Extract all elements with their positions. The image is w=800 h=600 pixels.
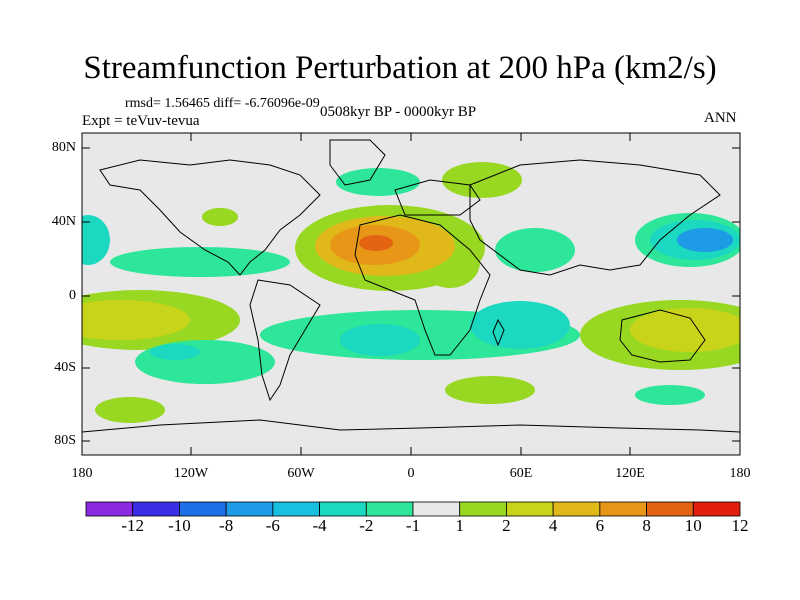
colorbar-label: -12 bbox=[121, 516, 145, 535]
contour-region bbox=[470, 301, 570, 349]
colorbar-swatch bbox=[552, 501, 601, 517]
contour-region bbox=[630, 308, 740, 352]
colorbar-swatch bbox=[179, 501, 227, 517]
experiment-text: Expt = teVuv-tevua bbox=[82, 113, 200, 129]
contour-region bbox=[110, 247, 290, 277]
contour-region bbox=[635, 385, 705, 405]
colorbar-swatch bbox=[319, 501, 367, 517]
contour-region bbox=[495, 228, 575, 272]
lat-tick-marks bbox=[82, 147, 740, 442]
colorbar-swatch bbox=[506, 501, 554, 517]
contour-region bbox=[82, 300, 190, 340]
colorbar-swatch bbox=[692, 501, 741, 517]
colorbar-label: 1 bbox=[455, 516, 464, 535]
colorbar-swatch bbox=[225, 501, 274, 517]
lon-label-120w: 120W bbox=[173, 466, 209, 481]
lon-label-180e: 180 bbox=[729, 466, 751, 481]
colorbar-swatch bbox=[365, 501, 414, 517]
colorbar-label: 12 bbox=[731, 516, 749, 535]
contour-region bbox=[202, 208, 238, 226]
contour-region bbox=[340, 324, 420, 356]
lon-tick-marks bbox=[81, 133, 741, 455]
colorbar-label: -6 bbox=[265, 516, 280, 535]
colorbar-label: -4 bbox=[312, 516, 327, 535]
colorbar-label: 4 bbox=[548, 516, 558, 535]
colorbar-swatch bbox=[272, 501, 320, 517]
lon-label-120e: 120E bbox=[615, 466, 645, 481]
contour-region bbox=[677, 228, 733, 252]
colorbar-label: -8 bbox=[219, 516, 234, 535]
contour-region bbox=[150, 344, 200, 360]
colorbar bbox=[85, 501, 741, 517]
contour-region bbox=[95, 397, 165, 423]
colorbar-label: -1 bbox=[405, 516, 421, 535]
season-text: ANN bbox=[704, 110, 737, 126]
colorbar-swatch bbox=[459, 501, 507, 517]
colorbar-label: -10 bbox=[168, 516, 191, 535]
period-text: 0508kyr BP - 0000kyr BP bbox=[320, 104, 477, 120]
lat-label-80s: 80S bbox=[54, 433, 76, 448]
lon-label-60w: 60W bbox=[287, 466, 315, 481]
lat-label-80n: 80N bbox=[51, 140, 76, 155]
contour-region bbox=[82, 215, 110, 265]
contour-fill-layer bbox=[82, 139, 740, 433]
colorbar-swatch bbox=[412, 501, 461, 517]
stats-text: rmsd= 1.56465 diff= -6.76096e-09 bbox=[125, 96, 320, 111]
coastlines bbox=[82, 139, 740, 433]
colorbar-label: 2 bbox=[502, 516, 511, 535]
colorbar-swatch bbox=[646, 501, 694, 517]
colorbar-swatch bbox=[85, 501, 134, 517]
contour-region bbox=[135, 340, 275, 384]
colorbar-label: -2 bbox=[359, 516, 374, 535]
contour-region bbox=[445, 376, 535, 404]
colorbar-swatch bbox=[132, 501, 180, 517]
lon-label-180w: 180 bbox=[71, 466, 93, 481]
lon-label-0: 0 bbox=[407, 466, 415, 481]
colorbar-swatch bbox=[599, 501, 647, 517]
colorbar-label: 8 bbox=[642, 516, 651, 535]
lat-label-40s: 40S bbox=[54, 360, 76, 375]
plot-title: Streamfunction Perturbation at 200 hPa (… bbox=[83, 50, 717, 86]
colorbar-label: 10 bbox=[684, 516, 702, 535]
lon-label-60e: 60E bbox=[509, 466, 533, 481]
lat-label-eq: 0 bbox=[69, 288, 76, 303]
contour-region bbox=[336, 168, 420, 196]
colorbar-label: 6 bbox=[595, 516, 605, 535]
contour-region bbox=[359, 235, 393, 251]
lat-label-40n: 40N bbox=[51, 214, 76, 229]
